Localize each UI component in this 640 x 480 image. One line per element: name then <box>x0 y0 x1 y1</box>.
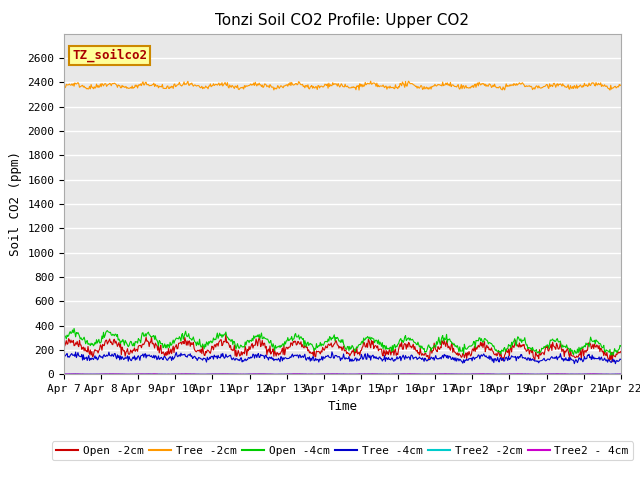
Tree2 -2cm <box>214 371 222 377</box>
Open -4cm <box>428 348 435 354</box>
Tree2 - 4cm <box>411 371 419 377</box>
Tree -4cm <box>617 357 625 362</box>
Tree2 - 4cm <box>214 371 221 377</box>
Tree -4cm <box>428 354 435 360</box>
Open -2cm <box>222 331 230 337</box>
Tree -2cm <box>70 84 78 89</box>
Open -4cm <box>71 329 79 335</box>
Tree2 -2cm <box>70 371 78 377</box>
Open -4cm <box>128 342 136 348</box>
Open -2cm <box>411 344 419 349</box>
Tree -2cm <box>214 82 221 88</box>
Tree -4cm <box>127 358 135 363</box>
Tree -4cm <box>70 352 78 358</box>
Tree -4cm <box>328 349 336 355</box>
Tree2 -2cm <box>128 372 136 377</box>
Tree2 -2cm <box>271 372 278 377</box>
Open -4cm <box>214 336 222 341</box>
Open -2cm <box>617 348 625 354</box>
Tree -2cm <box>617 82 625 88</box>
Tree2 - 4cm <box>60 371 68 377</box>
Tree -4cm <box>612 361 620 367</box>
Tree2 - 4cm <box>184 371 192 377</box>
Tree2 -2cm <box>428 371 436 377</box>
Open -4cm <box>617 343 625 349</box>
Open -2cm <box>214 341 221 347</box>
Tree2 - 4cm <box>530 372 538 377</box>
Tree2 - 4cm <box>70 371 78 377</box>
Open -2cm <box>428 346 435 352</box>
Line: Open -4cm: Open -4cm <box>64 328 621 355</box>
Open -4cm <box>411 339 419 345</box>
Tree2 - 4cm <box>127 371 135 377</box>
Open -4cm <box>60 335 68 340</box>
Tree -2cm <box>606 87 614 93</box>
Tree -2cm <box>411 83 419 88</box>
Tree -4cm <box>184 352 192 358</box>
Open -4cm <box>70 325 78 331</box>
Tree -2cm <box>127 85 135 91</box>
Tree -2cm <box>184 78 192 84</box>
Tree -4cm <box>411 355 419 360</box>
Line: Tree -2cm: Tree -2cm <box>64 81 621 90</box>
Legend: Open -2cm, Tree -2cm, Open -4cm, Tree -4cm, Tree2 -2cm, Tree2 - 4cm: Open -2cm, Tree -2cm, Open -4cm, Tree -4… <box>52 441 633 460</box>
Tree2 -2cm <box>185 371 193 377</box>
Tree -4cm <box>60 356 68 361</box>
Open -4cm <box>185 331 193 336</box>
Line: Open -2cm: Open -2cm <box>64 334 621 362</box>
Tree2 -2cm <box>72 371 79 377</box>
Title: Tonzi Soil CO2 Profile: Upper CO2: Tonzi Soil CO2 Profile: Upper CO2 <box>216 13 469 28</box>
X-axis label: Time: Time <box>328 400 357 413</box>
Line: Tree -4cm: Tree -4cm <box>64 352 621 364</box>
Tree2 -2cm <box>617 371 625 377</box>
Open -2cm <box>184 342 192 348</box>
Open -2cm <box>70 343 78 348</box>
Open -2cm <box>609 359 616 365</box>
Y-axis label: Soil CO2 (ppm): Soil CO2 (ppm) <box>9 152 22 256</box>
Tree2 - 4cm <box>617 371 625 377</box>
Open -2cm <box>127 348 135 354</box>
Tree2 - 4cm <box>406 371 414 377</box>
Text: TZ_soilco2: TZ_soilco2 <box>72 49 147 62</box>
Open -2cm <box>60 342 68 348</box>
Tree -2cm <box>60 83 68 88</box>
Tree2 - 4cm <box>428 371 435 377</box>
Tree2 -2cm <box>412 371 419 377</box>
Tree2 -2cm <box>60 372 68 377</box>
Open -4cm <box>607 352 614 358</box>
Tree -2cm <box>428 86 435 92</box>
Tree -2cm <box>404 78 412 84</box>
Tree -4cm <box>214 356 221 361</box>
